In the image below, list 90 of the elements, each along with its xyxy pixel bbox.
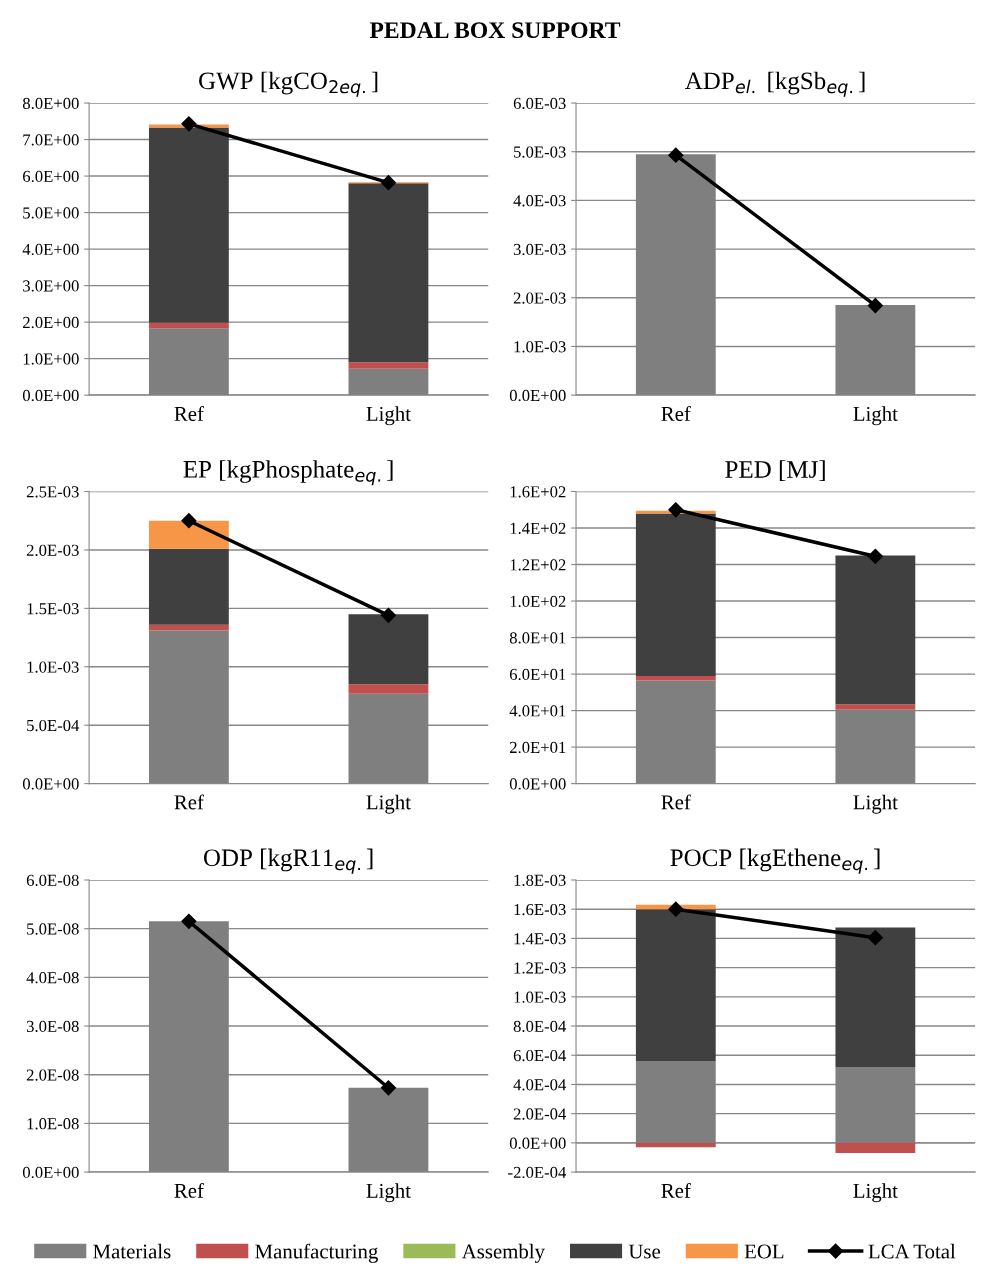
bar [348,684,429,694]
y-tick-label: -2.0E-04 [508,1166,567,1179]
bar [148,520,229,549]
y-tick-label: 1.5E-03 [27,603,79,615]
bar [635,909,716,1062]
y-tick-label: 1.6E+02 [510,486,566,498]
x-tick-label: Light [853,406,898,426]
legend-label: LCA Total [868,1243,956,1259]
x-tick-label: Light [853,1183,898,1203]
chart-title: GWP [kgCO$_{2eq.}$] [199,71,378,97]
y-tick-label: 3.0E-08 [26,1020,79,1033]
bar [835,555,916,705]
text: PEDAL BOX SUPPORT [369,22,621,39]
y-tick-label: 7.0E+00 [23,134,79,146]
y-tick-label: 8.0E+01 [509,632,566,644]
y-tick-label: 2.5E-03 [26,486,79,498]
y-tick-label: 3.0E+00 [23,280,79,292]
y-tick-label: 2.0E+01 [509,741,566,754]
y-tick-label: 2.0E+00 [23,316,79,329]
bar [148,322,229,329]
y-tick-label: 1.0E-03 [514,991,566,1003]
x-tick-label: Ref [174,1182,204,1198]
legend-label: Use [628,1244,661,1259]
bar [348,183,429,363]
y-tick-label: 5.0E-04 [27,719,80,732]
x-tick-label: Light [366,1183,411,1203]
chart-title: PED [MJ] [725,460,825,481]
bar [348,362,429,369]
chart-title: ADP$_{el.}$ [kgSb$_{eq.}$] [684,71,865,97]
y-tick-label: 2.0E-08 [26,1069,79,1081]
y-tick-label: 0.0E+00 [509,389,566,402]
legend-label: EOL [744,1244,784,1259]
y-tick-label: 4.0E-03 [513,195,566,207]
y-tick-label: 1.0E-03 [27,661,79,673]
y-tick-label: 1.0E+00 [23,353,79,365]
y-tick-label: 6.0E-08 [26,874,79,887]
y-tick-label: 4.0E+01 [509,705,566,717]
x-tick-label: Ref [661,794,691,810]
x-tick-label: Ref [661,1182,691,1198]
legend-label: Materials [93,1243,171,1259]
y-tick-label: 4.0E+00 [22,243,79,256]
y-tick-label: 2.0E-03 [513,292,566,304]
y-tick-label: 1.8E-03 [514,874,566,887]
bar [835,704,916,710]
bar [635,1142,716,1148]
y-tick-label: 2.0E-04 [513,1108,567,1120]
x-tick-label: Ref [661,406,691,421]
chart-title: POCP [kgEthene$_{eq.}$] [670,848,880,874]
y-tick-label: 1.2E-03 [514,962,566,974]
bar [835,1142,916,1154]
y-tick-label: 3.0E-03 [513,243,566,256]
y-tick-label: 6.0E+01 [509,668,566,681]
y-tick-label: 5.0E-08 [27,923,79,935]
x-tick-label: Light [853,794,898,814]
y-tick-label: 4.0E-04 [513,1079,567,1091]
y-tick-label: 8.0E+00 [22,97,79,110]
y-tick-label: 1.0E-03 [514,341,566,353]
y-tick-label: 0.0E+00 [22,389,79,402]
bar [835,927,916,1067]
bar [148,548,229,625]
x-tick-label: Light [366,406,411,426]
bar [148,624,229,631]
y-tick-label: 2.0E-03 [26,544,79,556]
y-tick-label: 1.0E+02 [510,595,566,608]
bar [348,614,429,685]
y-tick-label: 4.0E-08 [26,972,79,984]
y-tick-label: 8.0E-04 [513,1020,567,1033]
y-tick-label: 0.0E+00 [509,778,566,790]
legend-label: Assembly [461,1243,545,1263]
y-tick-label: 0.0E+00 [509,1137,566,1149]
chart-title: EP [kgPhosphate$_{eq.}$] [183,460,393,486]
y-tick-label: 6.0E-04 [513,1049,567,1062]
y-tick-label: 6.0E+00 [23,170,79,183]
y-tick-label: 5.0E+00 [23,207,79,219]
y-tick-label: 5.0E-03 [514,146,566,158]
legend-label: Manufacturing [255,1243,378,1263]
x-tick-label: Ref [174,406,204,421]
chart-title: ODP [kgR11$_{eq.}$] [203,848,373,874]
x-tick-label: Light [366,794,411,814]
y-tick-label: 0.0E+00 [22,778,79,790]
y-tick-label: 1.2E+02 [510,559,566,571]
bar [148,127,229,323]
y-tick-label: 1.4E-03 [514,933,566,945]
y-tick-label: 1.4E+02 [510,522,566,535]
y-tick-label: 6.0E-03 [513,97,566,110]
y-tick-label: 1.0E-08 [27,1118,79,1130]
bar [635,513,716,676]
x-tick-label: Ref [174,794,204,810]
y-tick-label: 0.0E+00 [22,1166,79,1179]
y-tick-label: 1.6E-03 [514,903,566,916]
